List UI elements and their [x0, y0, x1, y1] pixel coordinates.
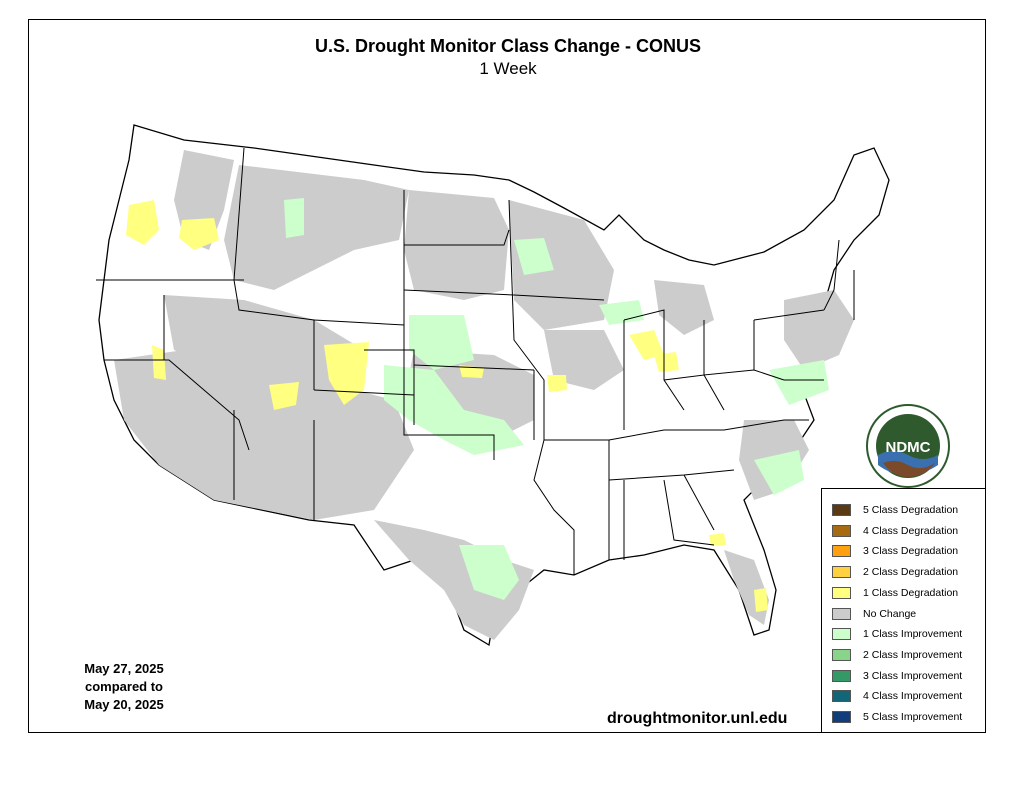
ndmc-logo: NDMC	[866, 404, 950, 488]
imp-south-carolina	[754, 450, 804, 495]
degradation-regions	[126, 200, 768, 612]
imp-minnesota	[514, 238, 554, 275]
no-change-montana-idaho	[224, 165, 409, 290]
deg-utah	[269, 382, 299, 410]
date-compared-to: compared to	[84, 679, 163, 694]
date-current: May 27, 2025	[84, 661, 164, 676]
conus-map	[96, 124, 890, 647]
legend-label: 3 Class Degradation	[863, 545, 959, 558]
legend-label: 4 Class Degradation	[863, 524, 959, 537]
no-change-northeast	[784, 290, 854, 370]
legend-label: 2 Class Improvement	[863, 648, 963, 661]
legend-item: 3 Class Degradation	[832, 544, 958, 558]
legend-swatch	[832, 628, 851, 641]
legend-swatch	[832, 669, 851, 682]
legend-label: 3 Class Improvement	[863, 669, 963, 682]
legend-item: 1 Class Degradation	[832, 586, 958, 600]
deg-oregon-1	[126, 200, 159, 245]
website-url: droughtmonitor.unl.edu	[607, 710, 788, 727]
imp-michigan	[599, 300, 644, 325]
legend-swatch	[832, 566, 851, 579]
no-change-texas	[374, 520, 534, 640]
ndmc-logo-text: NDMC	[886, 439, 931, 456]
no-change-upper-midwest	[509, 200, 614, 330]
deg-georgia	[709, 533, 726, 546]
deg-missouri	[547, 375, 567, 392]
improvement-regions	[284, 198, 829, 600]
legend-item: No Change	[832, 607, 916, 621]
legend-swatch	[832, 690, 851, 703]
legend-label: 1 Class Degradation	[863, 586, 959, 599]
legend-swatch	[832, 504, 851, 516]
legend-swatch	[832, 711, 851, 723]
legend-item: 2 Class Degradation	[832, 565, 958, 579]
deg-nevada	[152, 345, 166, 380]
imp-kansas	[384, 365, 524, 455]
legend-item: 2 Class Improvement	[832, 648, 962, 662]
legend-item: 3 Class Improvement	[832, 669, 962, 683]
legend-swatch	[832, 545, 851, 558]
legend-swatch	[832, 648, 851, 661]
imp-virginia	[769, 360, 829, 405]
legend-label: 4 Class Improvement	[863, 690, 963, 703]
date-comparison: May 27, 2025 compared to May 20, 2025	[59, 660, 189, 714]
no-change-michigan	[654, 280, 714, 335]
map-frame: U.S. Drought Monitor Class Change - CONU…	[28, 19, 986, 733]
legend-item: 5 Class Degradation	[832, 503, 958, 517]
deg-colorado	[324, 342, 369, 405]
legend-item: 4 Class Degradation	[832, 524, 958, 538]
deg-iowa	[629, 330, 664, 360]
imp-texas-south	[459, 545, 519, 600]
legend-label: 1 Class Improvement	[863, 628, 963, 641]
map-subtitle: 1 Week	[479, 59, 537, 78]
legend-swatch	[832, 586, 851, 599]
deg-florida	[754, 588, 768, 612]
legend-label: No Change	[863, 607, 917, 620]
imp-wyoming-idaho	[284, 198, 304, 238]
legend-swatch	[832, 607, 851, 620]
state-borders	[96, 147, 855, 575]
legend-item: 5 Class Improvement	[832, 710, 962, 724]
deg-oregon-2	[179, 218, 219, 250]
legend-label: 5 Class Improvement	[863, 711, 963, 723]
deg-nebraska	[459, 365, 484, 378]
legend-swatch	[832, 524, 851, 537]
legend-label: 5 Class Degradation	[863, 504, 959, 516]
map-title: U.S. Drought Monitor Class Change - CONU…	[314, 36, 701, 56]
deg-indiana	[654, 352, 679, 372]
legend-label: 2 Class Degradation	[863, 566, 959, 579]
imp-nebraska	[409, 315, 474, 370]
date-previous: May 20, 2025	[84, 697, 164, 712]
legend-item: 1 Class Improvement	[832, 627, 962, 641]
legend: 5 Class Degradation 4 Class Degradation 3 …	[821, 488, 986, 733]
legend-item: 4 Class Improvement	[832, 689, 962, 703]
